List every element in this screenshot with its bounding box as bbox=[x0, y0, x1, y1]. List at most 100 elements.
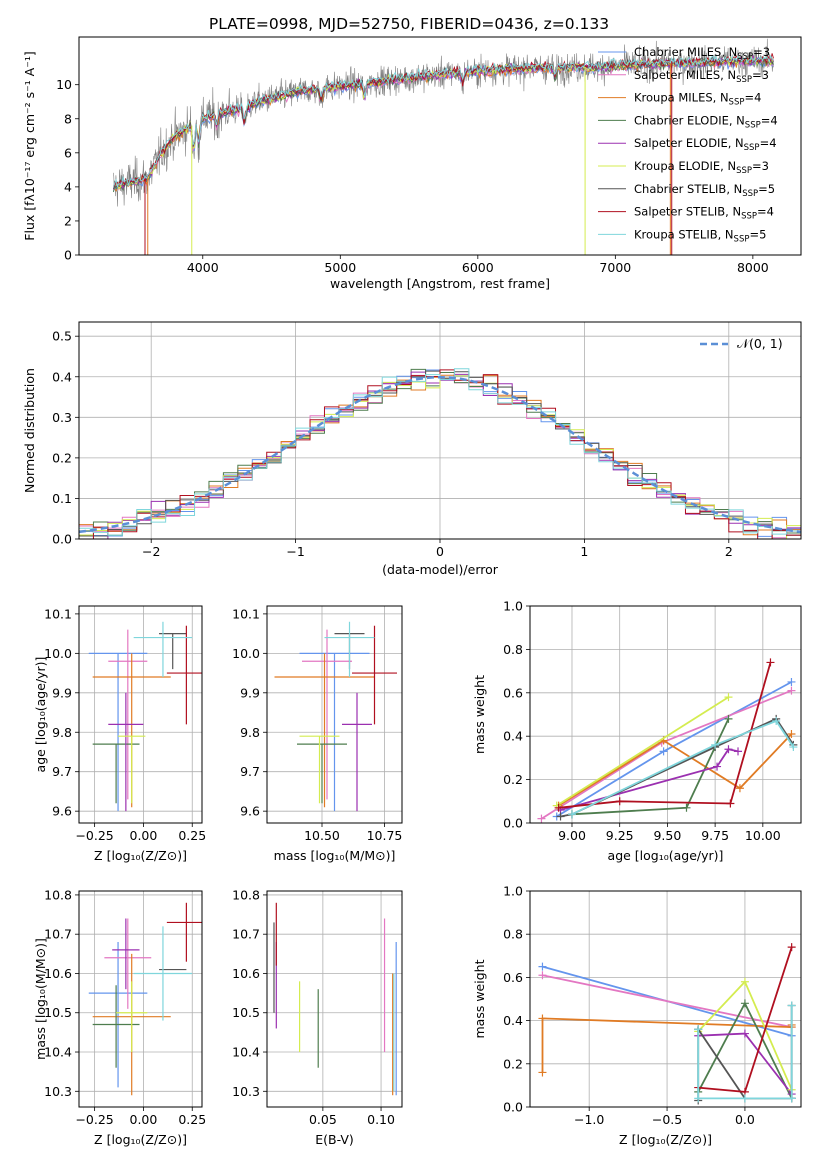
x-tick-label: −0.25 bbox=[75, 1112, 113, 1127]
errorbar-chabrier_miles bbox=[88, 942, 148, 1088]
errorbar-salpeter_miles bbox=[108, 629, 148, 800]
series-line-salpeter_elodie bbox=[560, 748, 739, 811]
mass_vs_Z-frame: −0.25 0.00 0.25 10.3 10.4 10.5 10.6 10.7 10.8 Z [… bbox=[33, 887, 206, 1147]
y-tick-label: 10.8 bbox=[44, 887, 72, 902]
y-tick-label: 0.8 bbox=[503, 642, 523, 657]
series-marker bbox=[694, 1025, 703, 1034]
y-tick-label: 10.4 bbox=[44, 1045, 72, 1060]
series-marker bbox=[772, 717, 781, 726]
chart-title: PLATE=0998, MJD=52750, FIBERID=0436, z=0… bbox=[209, 15, 609, 33]
series-marker bbox=[740, 1094, 749, 1103]
legend-label-sub: SSP bbox=[736, 166, 752, 176]
legend-label-suffix: =4 bbox=[760, 136, 777, 150]
y-axis-label: Normed distribution bbox=[22, 368, 37, 493]
series-marker bbox=[724, 745, 733, 754]
x-tick-label: −1.0 bbox=[574, 1112, 604, 1127]
y-tick-label: 10.6 bbox=[44, 966, 72, 981]
y-tick-label: 8 bbox=[64, 111, 72, 126]
errorbar-chabrier_elodie bbox=[297, 743, 347, 804]
axes-frame bbox=[266, 605, 403, 824]
age_vs_Z-frame: −0.25 0.00 0.25 9.6 9.7 9.8 9.9 10.0 10.1 Z [log₁… bbox=[33, 605, 206, 863]
series-marker bbox=[740, 977, 749, 986]
legend-label-suffix: =5 bbox=[749, 227, 766, 241]
normal-curve bbox=[79, 375, 801, 534]
series-marker bbox=[735, 784, 744, 793]
weight_vs_age-plot-area bbox=[537, 658, 798, 823]
x-tick-label: 10.00 bbox=[745, 828, 781, 843]
legend-entry: Kroupa MILES, NSSP=4 bbox=[598, 91, 761, 108]
y-tick-label: 9.7 bbox=[52, 764, 72, 779]
histogram-salpeter_stelib bbox=[79, 369, 801, 539]
series-marker bbox=[567, 810, 576, 819]
residuals-frame: −2 −1 0 1 2 0.0 0.1 0.2 0.3 0.4 0.5 (data-model)/er… bbox=[22, 321, 802, 577]
series-marker bbox=[538, 971, 547, 980]
legend-label-suffix: =5 bbox=[758, 182, 775, 196]
errorbar-salpeter_elodie bbox=[108, 692, 144, 812]
series-marker bbox=[787, 1094, 796, 1103]
y-tick-label: 0.4 bbox=[52, 369, 72, 384]
age_vs_Z-axes bbox=[79, 606, 202, 823]
legend-label-sub: SSP bbox=[744, 143, 760, 153]
legend-entry: Kroupa ELODIE, NSSP=3 bbox=[598, 159, 769, 176]
y-tick-label: 10.3 bbox=[232, 1084, 260, 1099]
weight_vs_Z-axes bbox=[530, 890, 801, 1108]
legend-label: Kroupa ELODIE, NSSP=3 bbox=[634, 159, 769, 176]
legend-label-sub: SSP bbox=[734, 234, 750, 244]
legend-label-sub: SSP bbox=[729, 98, 745, 108]
errorbar-salpeter_miles bbox=[302, 629, 352, 800]
legend-label-sub: SSP bbox=[745, 120, 761, 130]
y-axis-label: mass weight bbox=[472, 675, 487, 754]
x-tick-label: 10.75 bbox=[367, 828, 403, 843]
x-tick-label: 0.25 bbox=[178, 1112, 206, 1127]
errorbar-chabrier_elodie bbox=[92, 985, 140, 1068]
x-tick-label: 0.00 bbox=[130, 1112, 158, 1127]
y-axis-label: mass [log₁₀(M/M⊙)] bbox=[33, 938, 48, 1060]
x-axis-label: wavelength [Angstrom, rest frame] bbox=[330, 276, 550, 291]
x-tick-label: 0.25 bbox=[178, 828, 206, 843]
y-tick-label: 9.6 bbox=[240, 804, 260, 819]
series-marker bbox=[659, 747, 668, 756]
series-marker bbox=[556, 812, 565, 821]
y-tick-label: 9.9 bbox=[52, 685, 72, 700]
y-tick-label: 10.4 bbox=[232, 1045, 260, 1060]
legend-label: Salpeter MILES, NSSP=3 bbox=[634, 68, 769, 85]
y-tick-label: 9.8 bbox=[52, 725, 72, 740]
legend-label-text: Chabrier ELODIE, N bbox=[634, 113, 745, 127]
legend: 𝒩(0, 1) bbox=[700, 336, 783, 351]
legend-label: Chabrier STELIB, NSSP=5 bbox=[634, 182, 775, 199]
series-marker bbox=[538, 1068, 547, 1077]
legend-label-suffix: =3 bbox=[753, 45, 770, 59]
x-tick-label: 0.05 bbox=[309, 1112, 337, 1127]
series-line-kroupa_miles bbox=[558, 733, 793, 807]
series-marker bbox=[740, 999, 749, 1008]
x-tick-label: 9.75 bbox=[701, 828, 729, 843]
x-tick-label: 9.50 bbox=[653, 828, 681, 843]
legend-entry: Chabrier MILES, NSSP=3 bbox=[598, 45, 770, 62]
errorbar-salpeter_stelib bbox=[166, 625, 202, 725]
y-tick-label: 9.7 bbox=[240, 764, 260, 779]
y-tick-label: 0.2 bbox=[503, 1056, 523, 1071]
errorbar-salpeter_elodie bbox=[112, 918, 140, 990]
legend-label-suffix: =3 bbox=[752, 68, 769, 82]
series-marker bbox=[538, 962, 547, 971]
errorbar-salpeter_stelib bbox=[166, 902, 202, 962]
errorbar-kroupa_elodie bbox=[118, 735, 146, 804]
y-tick-label: 10.1 bbox=[232, 606, 260, 621]
legend-entry: Salpeter MILES, NSSP=3 bbox=[598, 68, 769, 85]
x-tick-label: −0.25 bbox=[75, 828, 113, 843]
series-line-chabrier_elodie bbox=[571, 718, 730, 816]
residuals-axes bbox=[79, 322, 801, 540]
errorbar-kroupa_elodie bbox=[299, 735, 340, 804]
y-tick-label: 0.8 bbox=[503, 927, 523, 942]
mass_vs_Z-axes bbox=[79, 891, 202, 1107]
legend-label-suffix: =3 bbox=[752, 159, 769, 173]
y-tick-label: 10.7 bbox=[44, 927, 72, 942]
x-axis-label: Z [log₁₀(Z/Z⊙)] bbox=[94, 848, 187, 863]
x-tick-label: 2 bbox=[725, 544, 733, 559]
model-spectrum-kroupa_elodie bbox=[113, 55, 774, 190]
x-tick-label: 6000 bbox=[462, 260, 494, 275]
mass_vs_ebv-plot-area bbox=[273, 902, 397, 1096]
legend-label: Kroupa MILES, NSSP=4 bbox=[634, 91, 761, 108]
age_vs_mass-frame: 10.50 10.75 9.6 9.7 9.8 9.9 10.0 10.1 mass [log₁… bbox=[232, 605, 403, 863]
y-axis-label: Flux [fλ10⁻¹⁷ erg cm⁻² s⁻¹ A⁻¹] bbox=[22, 51, 37, 240]
